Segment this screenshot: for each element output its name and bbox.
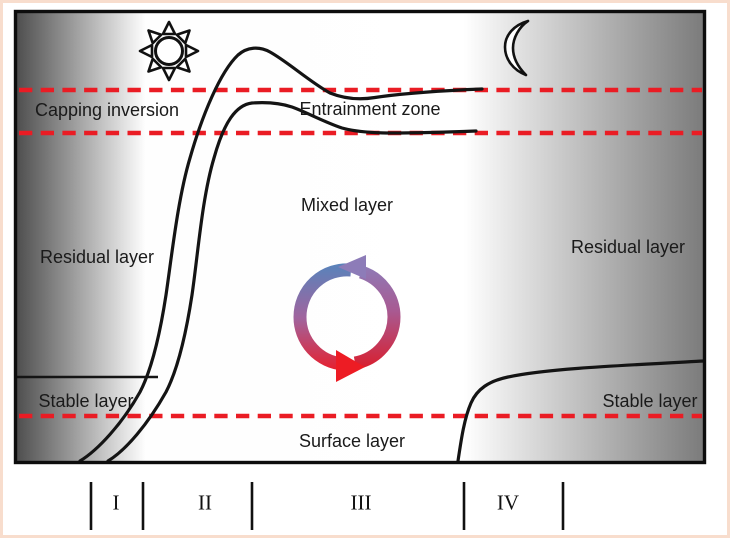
night-stable-curve (456, 359, 706, 463)
stage-numeral-1: I (112, 490, 120, 515)
capping-inversion-label: Capping inversion (34, 100, 180, 120)
mixed-layer-label: Mixed layer (300, 195, 394, 215)
circulation-red-arrowhead (336, 350, 365, 382)
stage-numeral-2: II (198, 490, 212, 515)
circulation-left-arc (293, 263, 352, 371)
day-growth-curve-inner (106, 101, 478, 463)
stable-layer-right-label: Stable layer (602, 391, 698, 411)
boundary-height-curves (78, 46, 706, 463)
residual-layer-right-label: Residual layer (570, 237, 686, 257)
inversion-dashed-lines (19, 87, 702, 419)
stage-numeral-3: III (350, 490, 372, 515)
day-growth-curve-outer (78, 46, 484, 463)
moon-icon (503, 19, 530, 77)
sun-icon (138, 20, 200, 82)
circulation-purple-arrowhead (338, 255, 366, 279)
stable-layer-left-label: Stable layer (38, 391, 134, 411)
stage-tick-marks (89, 482, 565, 530)
residual-layer-left-label: Residual layer (39, 247, 155, 267)
stage-numeral-4: IV (496, 490, 520, 515)
circulation-right-arc (353, 265, 401, 370)
surface-layer-label: Surface layer (298, 431, 406, 451)
shaded-background (14, 10, 706, 464)
panel-border (13, 9, 707, 465)
entrainment-zone-label: Entrainment zone (299, 99, 441, 119)
convective-circulation-icon (293, 255, 401, 382)
